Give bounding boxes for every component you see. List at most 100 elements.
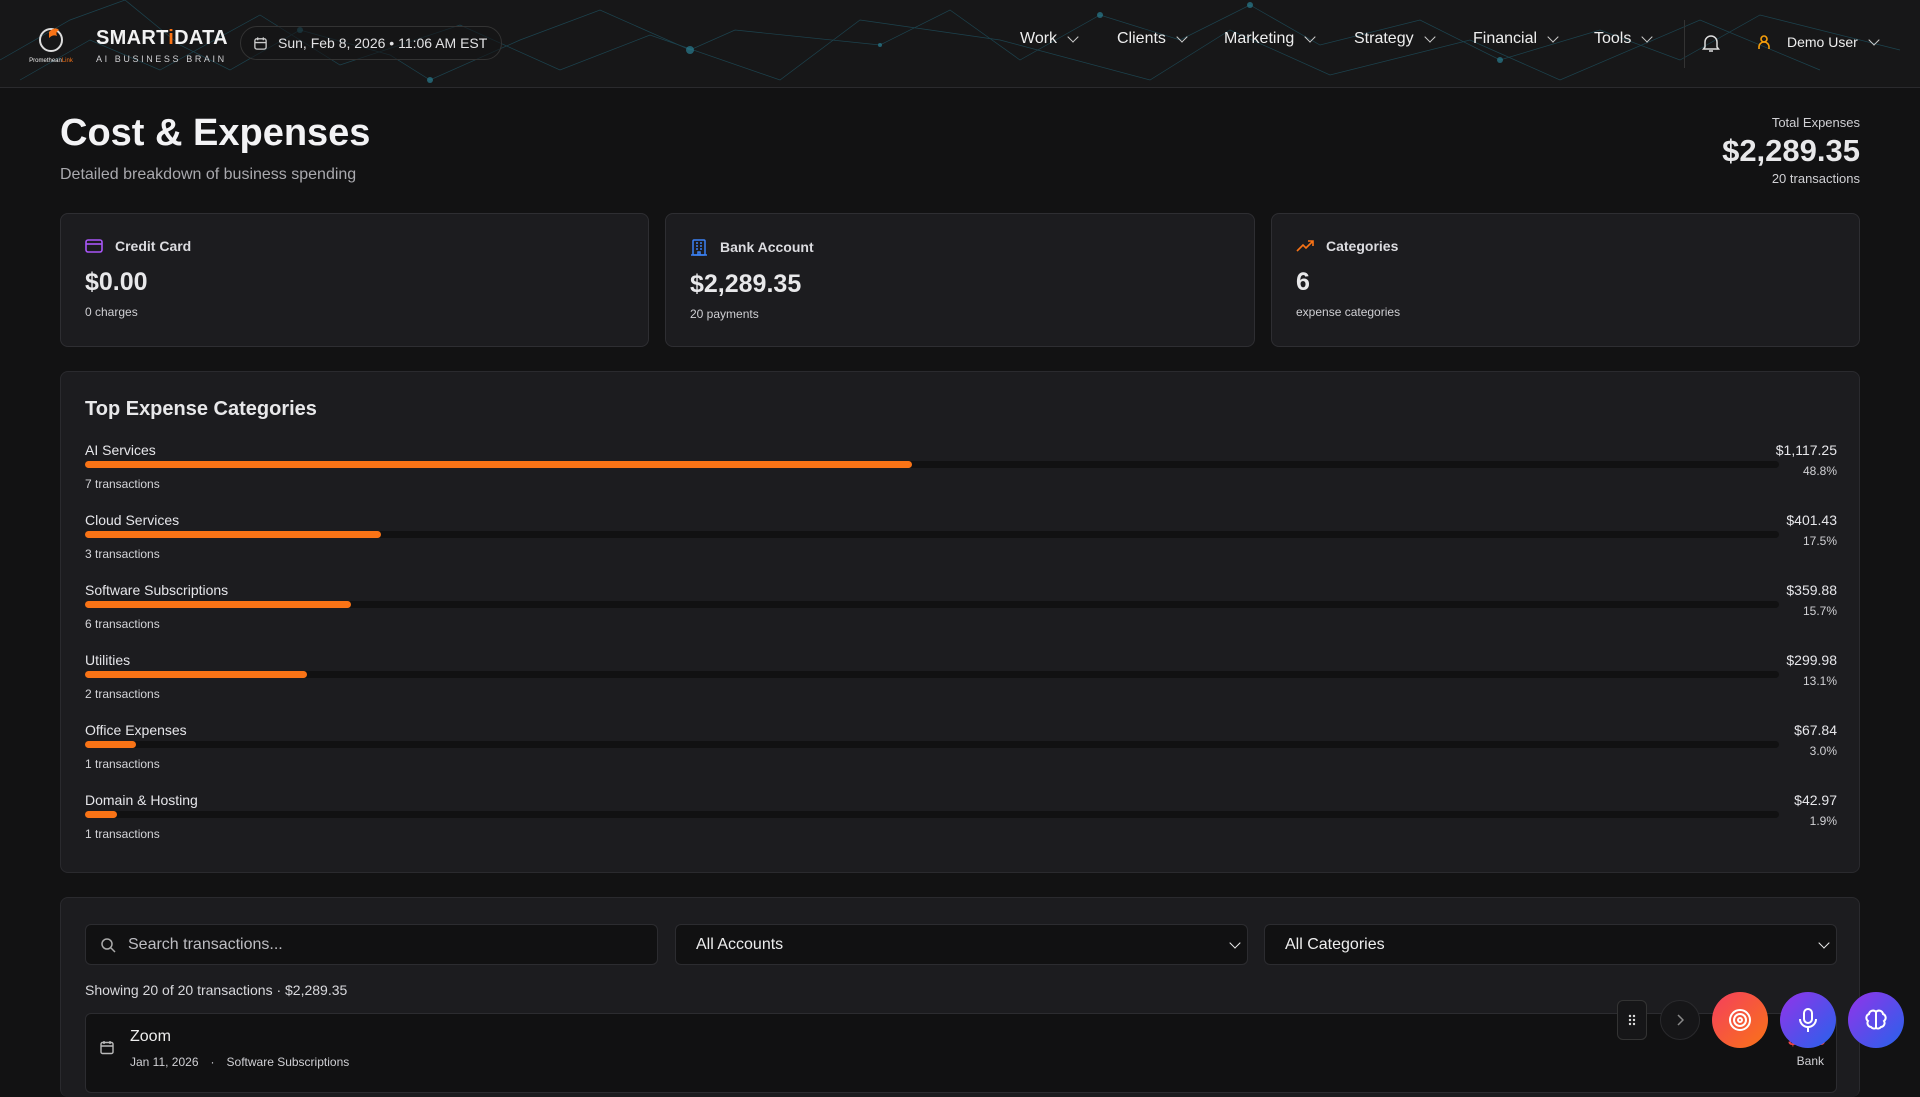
brand-name-end: DATA bbox=[174, 27, 228, 49]
total-count: 20 transactions bbox=[1771, 171, 1860, 186]
search-placeholder: Search transactions... bbox=[128, 935, 283, 953]
category-progress-track bbox=[85, 531, 1779, 538]
category-transaction-count: 7 transactions bbox=[85, 477, 160, 491]
brain-icon bbox=[1865, 1009, 1887, 1030]
top-expense-categories-panel: Top Expense Categories AI Services $1,11… bbox=[60, 371, 1860, 873]
datetime-pill: Sun, Feb 8, 2026 • 11:06 AM EST bbox=[240, 26, 503, 60]
brand-name: SMART bbox=[96, 27, 169, 49]
bank-icon bbox=[691, 239, 707, 256]
brand-accent: i bbox=[168, 27, 175, 49]
panel-title: Top Expense Categories bbox=[85, 398, 317, 420]
transaction-category: Software Subscriptions bbox=[226, 1055, 350, 1069]
category-progress-track bbox=[85, 671, 1779, 678]
transaction-account: Bank bbox=[1796, 1054, 1824, 1068]
brand-tagline: AI BUSINESS BRAIN bbox=[96, 54, 227, 64]
category-select[interactable]: All Categories bbox=[1264, 924, 1837, 965]
category-transaction-count: 3 transactions bbox=[85, 547, 160, 561]
nav-label: Marketing bbox=[1224, 30, 1295, 47]
expand-toolbar-button[interactable] bbox=[1660, 1000, 1700, 1040]
nav-label: Clients bbox=[1117, 30, 1166, 47]
transaction-name: Zoom bbox=[130, 1028, 171, 1045]
category-amount: $359.88 bbox=[1786, 582, 1837, 598]
transaction-row[interactable]: Zoom Jan 11, 2026 · Software Subscriptions… bbox=[85, 1013, 1837, 1093]
transactions-panel: Search transactions... All Accounts All … bbox=[60, 897, 1860, 1097]
search-icon bbox=[101, 937, 116, 953]
user-name: Demo User bbox=[1787, 34, 1858, 50]
user-menu[interactable]: Demo User bbox=[1757, 34, 1880, 50]
categories-stat-card: Categories 6 expense categories bbox=[1271, 213, 1860, 347]
category-name: Domain & Hosting bbox=[85, 792, 198, 808]
category-name: AI Services bbox=[85, 442, 156, 458]
total-expenses: Total Expenses $2,289.35 20 transactions bbox=[1722, 115, 1860, 186]
category-amount: $67.84 bbox=[1794, 722, 1837, 738]
category-progress-track bbox=[85, 811, 1779, 818]
prometheanlink-logo[interactable]: PrometheanLink bbox=[25, 24, 77, 64]
category-name: Software Subscriptions bbox=[85, 582, 229, 598]
calendar-icon bbox=[254, 36, 267, 50]
account-select[interactable]: All Accounts bbox=[675, 924, 1248, 965]
category-row: Domain & Hosting $42.97 1.9% 1 transacti… bbox=[85, 792, 1837, 852]
card-label: Credit Card bbox=[115, 238, 192, 254]
nav-label: Strategy bbox=[1354, 30, 1414, 47]
category-name: Utilities bbox=[85, 652, 131, 668]
category-amount: $299.98 bbox=[1786, 652, 1837, 668]
network-background-graphic bbox=[0, 0, 1901, 83]
top-navbar: PrometheanLink SMARTiDATA AI BUSINESS BR… bbox=[0, 0, 1920, 88]
chevron-down-icon bbox=[1229, 936, 1241, 949]
category-progress-fill bbox=[85, 811, 118, 818]
chevron-down-icon bbox=[1067, 31, 1079, 43]
category-name: Cloud Services bbox=[85, 512, 180, 528]
chevron-right-icon bbox=[1677, 1014, 1684, 1026]
category-amount: $1,117.25 bbox=[1775, 442, 1837, 458]
account-select-value: All Accounts bbox=[696, 935, 784, 953]
nav-clients[interactable]: Clients bbox=[1117, 30, 1188, 48]
chevron-down-icon bbox=[1868, 34, 1880, 46]
category-transaction-count: 6 transactions bbox=[85, 617, 160, 631]
category-progress-fill bbox=[85, 461, 912, 468]
category-row: Software Subscriptions $359.88 15.7% 6 t… bbox=[85, 582, 1837, 642]
card-sub: expense categories bbox=[1296, 305, 1401, 319]
category-row: Office Expenses $67.84 3.0% 1 transactio… bbox=[85, 722, 1837, 782]
category-amount: $42.97 bbox=[1794, 792, 1837, 808]
grip-icon bbox=[1628, 1014, 1636, 1026]
drag-handle[interactable] bbox=[1617, 1000, 1647, 1040]
card-value: $0.00 bbox=[85, 268, 148, 296]
category-select-value: All Categories bbox=[1285, 935, 1385, 953]
calendar-icon bbox=[100, 1041, 114, 1055]
category-progress-fill bbox=[85, 601, 351, 608]
category-transaction-count: 1 transactions bbox=[85, 757, 160, 771]
category-progress-fill bbox=[85, 741, 136, 748]
chevron-down-icon bbox=[1547, 31, 1559, 43]
category-percent: 3.0% bbox=[1809, 744, 1837, 758]
category-percent: 17.5% bbox=[1802, 534, 1837, 548]
total-value: $2,289.35 bbox=[1722, 133, 1860, 168]
chevron-down-icon bbox=[1641, 31, 1654, 43]
goals-button[interactable] bbox=[1712, 992, 1768, 1048]
nav-strategy[interactable]: Strategy bbox=[1354, 30, 1436, 48]
separator: · bbox=[210, 1055, 215, 1069]
nav-tools[interactable]: Tools bbox=[1594, 30, 1654, 48]
nav-financial[interactable]: Financial bbox=[1473, 30, 1559, 48]
category-progress-track bbox=[85, 601, 1779, 608]
nav-work[interactable]: Work bbox=[1020, 30, 1079, 48]
nav-divider bbox=[1684, 20, 1685, 68]
bell-icon[interactable] bbox=[1702, 33, 1720, 53]
card-sub: 0 charges bbox=[85, 305, 138, 319]
category-row: AI Services $1,117.25 48.8% 7 transactio… bbox=[85, 442, 1837, 502]
card-label: Bank Account bbox=[720, 239, 814, 255]
search-input[interactable]: Search transactions... bbox=[85, 924, 658, 965]
ai-brain-button[interactable] bbox=[1848, 992, 1904, 1048]
voice-button[interactable] bbox=[1780, 992, 1836, 1048]
category-name: Office Expenses bbox=[85, 722, 187, 738]
category-progress-track bbox=[85, 741, 1779, 748]
user-icon bbox=[1758, 35, 1770, 49]
category-progress-fill bbox=[85, 671, 307, 678]
bank-account-stat-card: Bank Account $2,289.35 20 payments bbox=[665, 213, 1255, 347]
total-label: Total Expenses bbox=[1771, 115, 1860, 130]
target-icon bbox=[1729, 1009, 1751, 1031]
nav-marketing[interactable]: Marketing bbox=[1224, 30, 1316, 48]
category-transaction-count: 1 transactions bbox=[85, 827, 160, 841]
category-progress-track bbox=[85, 461, 1779, 468]
card-value: $2,289.35 bbox=[690, 270, 802, 298]
credit-card-stat-card: Credit Card $0.00 0 charges bbox=[60, 213, 649, 347]
